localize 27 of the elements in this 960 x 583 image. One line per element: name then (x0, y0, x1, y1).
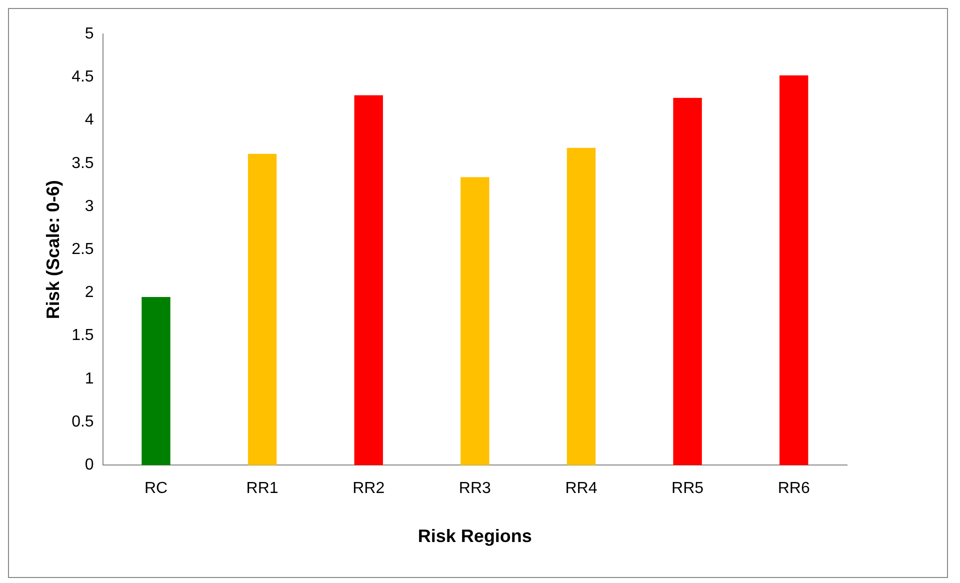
y-tick-label: 3 (84, 198, 94, 215)
y-tick-label: 2 (84, 284, 94, 302)
x-axis-title: Risk Regions (418, 526, 532, 546)
y-tick-label: 1.5 (72, 327, 94, 344)
y-tick-label: 4 (84, 112, 94, 129)
bar (779, 75, 808, 466)
y-tick-label: 5 (84, 25, 94, 42)
bar (673, 98, 702, 466)
x-tick-label: RR3 (458, 480, 492, 498)
y-tick-label: 1 (84, 370, 94, 388)
x-tick-label: RC (144, 480, 168, 498)
y-tick-label: 2.5 (72, 241, 94, 258)
x-tick-label: RR1 (246, 480, 278, 498)
x-tick-label: RR2 (352, 480, 385, 498)
bar (460, 177, 490, 466)
bar (248, 154, 277, 466)
y-tick-label: 4.5 (72, 68, 94, 86)
x-tick-label: RR4 (565, 480, 598, 498)
x-tick-label: RR5 (672, 480, 704, 498)
y-axis-title: Risk (Scale: 0-6) (42, 180, 63, 320)
x-tick-label: RR6 (778, 480, 810, 498)
bar (142, 297, 170, 466)
bar (354, 95, 383, 466)
y-tick-label: 0.5 (72, 413, 94, 430)
y-tick-label: 3.5 (72, 154, 94, 172)
y-tick-label: 0 (84, 456, 94, 474)
bar (566, 148, 596, 466)
